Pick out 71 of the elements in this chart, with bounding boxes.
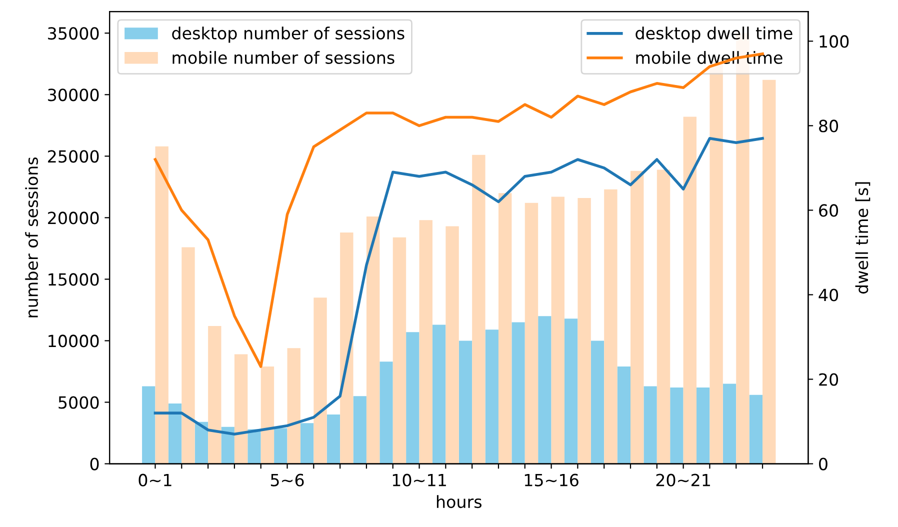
- bar: [380, 362, 393, 464]
- x-tick-label: 15~16: [524, 474, 578, 486]
- bar: [446, 226, 459, 464]
- bar: [578, 198, 591, 464]
- y-tick-label: 10000: [48, 334, 99, 348]
- bar: [274, 428, 288, 464]
- y2-tick-label: 80: [819, 120, 838, 132]
- y2-tick-label: 100: [820, 35, 849, 48]
- bar: [722, 384, 736, 464]
- bar: [314, 298, 327, 464]
- bar: [326, 414, 340, 464]
- bar: [458, 340, 472, 464]
- x-axis-title: hours: [436, 495, 482, 508]
- bar: [762, 80, 776, 464]
- bar: [604, 189, 618, 464]
- x-tick-label: 0~1: [138, 474, 172, 486]
- bar: [617, 366, 631, 464]
- bar: [524, 202, 538, 464]
- y2-tick-label: 0: [819, 458, 828, 470]
- bar: [432, 324, 446, 464]
- legend-label: desktop number of sessions: [172, 26, 404, 43]
- bar: [472, 154, 486, 464]
- bar: [498, 193, 512, 464]
- bar: [287, 348, 300, 464]
- bar: [208, 326, 222, 464]
- bar: [300, 423, 314, 464]
- bar: [749, 394, 763, 464]
- bar: [696, 387, 710, 464]
- bar: [366, 216, 380, 464]
- legend-label: desktop dwell time: [636, 26, 792, 43]
- y-tick-label: 0: [90, 458, 99, 470]
- legend-label: mobile number of sessions: [172, 51, 394, 64]
- bar: [168, 403, 182, 464]
- bar: [221, 426, 234, 464]
- bar: [670, 387, 684, 464]
- bar: [353, 396, 366, 464]
- x-tick-label: 10~11: [392, 474, 446, 486]
- bar: [340, 232, 354, 464]
- y-tick-label: 5000: [58, 396, 99, 409]
- x-tick-label: 5~6: [270, 474, 304, 486]
- bar: [419, 220, 432, 464]
- y2-tick-label: 20: [819, 373, 838, 386]
- bar: [392, 237, 406, 464]
- bar: [683, 116, 697, 464]
- bar: [260, 366, 274, 464]
- y-tick-label: 30000: [48, 88, 99, 102]
- bar: [234, 354, 248, 464]
- x-tick-label: 20~21: [656, 474, 710, 486]
- y2-axis-title: dwell time [s]: [855, 182, 870, 294]
- bar: [564, 318, 578, 464]
- line-series: [154, 136, 764, 436]
- y-tick-label: 25000: [48, 150, 99, 163]
- bar: [155, 146, 168, 464]
- bar: [406, 332, 420, 464]
- y2-tick-label: 40: [818, 288, 838, 302]
- bar: [630, 170, 644, 464]
- bar: [485, 330, 498, 464]
- bar: [590, 340, 604, 464]
- bar: [551, 196, 564, 464]
- bar: [512, 322, 525, 464]
- y2-tick-label: 60: [819, 204, 838, 217]
- bar: [182, 247, 195, 464]
- bar: [644, 386, 657, 464]
- bar: [142, 386, 156, 464]
- y-tick-label: 15000: [48, 273, 99, 286]
- y-tick-label: 20000: [48, 212, 99, 224]
- bar: [538, 316, 552, 464]
- bar: [248, 429, 261, 464]
- y-axis-title: number of sessions: [25, 157, 38, 318]
- y-tick-label: 35000: [48, 27, 99, 40]
- bar: [656, 170, 670, 464]
